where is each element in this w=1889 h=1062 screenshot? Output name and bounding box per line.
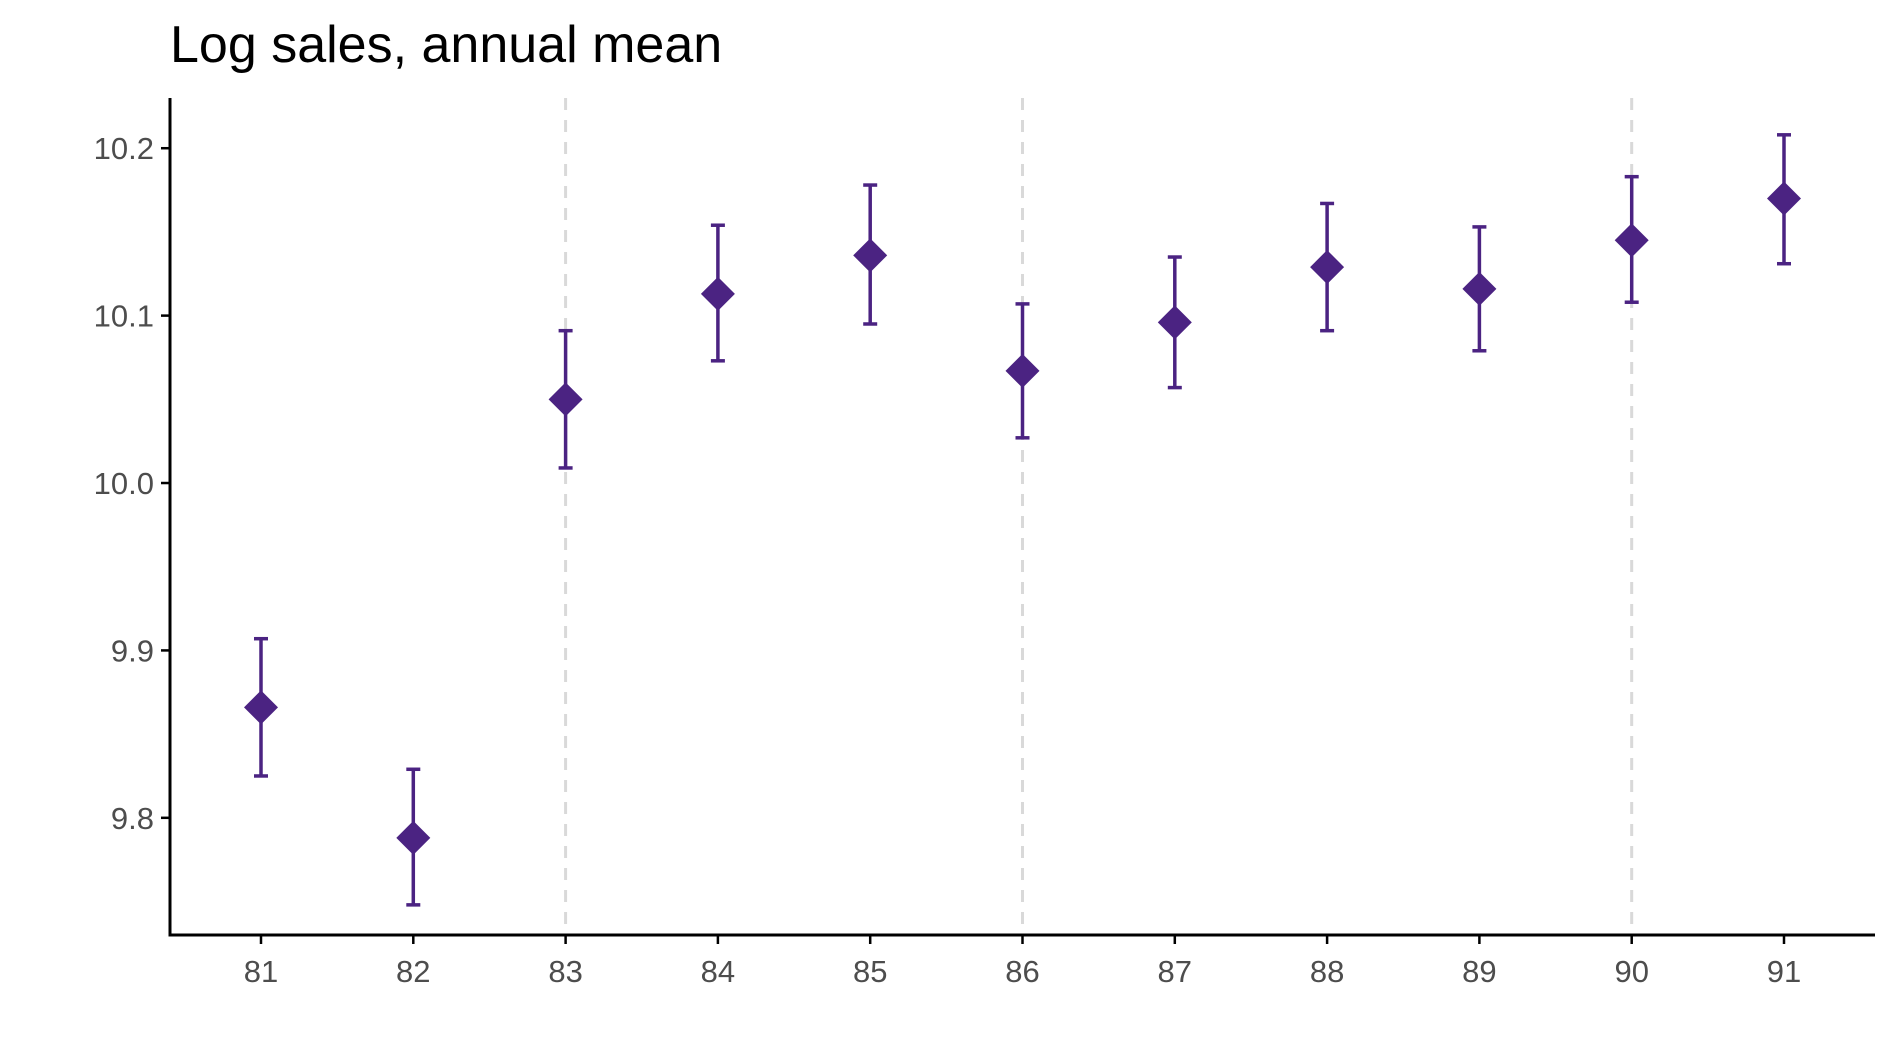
x-tick-label: 87 — [1158, 954, 1192, 989]
x-tick-label: 88 — [1310, 954, 1344, 989]
data-point-81 — [244, 690, 278, 725]
x-tick-label: 81 — [244, 954, 278, 989]
y-tick-label: 10.0 — [94, 466, 154, 501]
data-point-86 — [1005, 353, 1040, 388]
data-point-87 — [1157, 305, 1192, 340]
x-tick-label: 84 — [701, 954, 735, 989]
data-point-89 — [1462, 271, 1497, 306]
x-axis-ticks: 81 82 83 84 85 86 87 88 89 90 91 — [244, 935, 1801, 989]
x-tick-label: 82 — [396, 954, 430, 989]
data-point-84 — [700, 276, 735, 311]
y-tick-label: 10.1 — [94, 299, 154, 334]
reference-lines — [564, 98, 1634, 935]
y-tick-label: 10.2 — [94, 131, 154, 166]
y-tick-label: 9.9 — [111, 633, 154, 668]
y-tick-label: 9.8 — [111, 801, 154, 836]
data-point-85 — [853, 238, 888, 273]
data-points — [244, 133, 1801, 907]
data-point-83 — [548, 382, 583, 417]
data-point-91 — [1767, 181, 1801, 216]
x-tick-label: 89 — [1462, 954, 1496, 989]
x-tick-label: 85 — [853, 954, 887, 989]
x-tick-label: 83 — [548, 954, 582, 989]
data-point-90 — [1614, 223, 1649, 258]
data-point-88 — [1310, 250, 1345, 285]
chart-title: Log sales, annual mean — [170, 16, 722, 74]
x-tick-label: 91 — [1767, 954, 1801, 989]
x-tick-label: 90 — [1614, 954, 1648, 989]
data-point-82 — [396, 820, 431, 855]
x-tick-label: 86 — [1005, 954, 1039, 989]
y-axis-ticks: 9.8 9.9 10.0 10.1 10.2 — [94, 131, 170, 836]
